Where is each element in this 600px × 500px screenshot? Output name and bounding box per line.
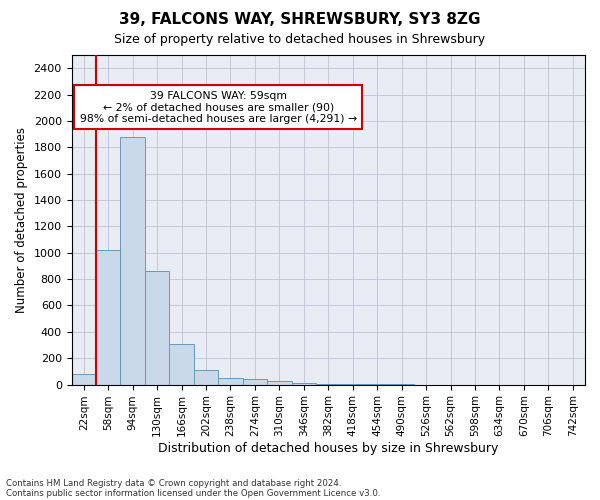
Text: Contains public sector information licensed under the Open Government Licence v3: Contains public sector information licen… xyxy=(6,488,380,498)
Bar xyxy=(145,271,169,384)
X-axis label: Distribution of detached houses by size in Shrewsbury: Distribution of detached houses by size … xyxy=(158,442,499,455)
Text: Size of property relative to detached houses in Shrewsbury: Size of property relative to detached ho… xyxy=(115,32,485,46)
Bar xyxy=(292,382,316,384)
Bar xyxy=(121,136,145,384)
Text: Contains HM Land Registry data © Crown copyright and database right 2024.: Contains HM Land Registry data © Crown c… xyxy=(6,478,341,488)
Bar xyxy=(169,344,194,384)
Bar xyxy=(242,380,267,384)
Y-axis label: Number of detached properties: Number of detached properties xyxy=(15,127,28,313)
Text: 39, FALCONS WAY, SHREWSBURY, SY3 8ZG: 39, FALCONS WAY, SHREWSBURY, SY3 8ZG xyxy=(119,12,481,28)
Bar xyxy=(218,378,242,384)
Bar xyxy=(96,250,121,384)
Bar xyxy=(71,374,96,384)
Text: 39 FALCONS WAY: 59sqm
← 2% of detached houses are smaller (90)
98% of semi-detac: 39 FALCONS WAY: 59sqm ← 2% of detached h… xyxy=(80,90,357,124)
Bar xyxy=(267,382,292,384)
Bar xyxy=(194,370,218,384)
